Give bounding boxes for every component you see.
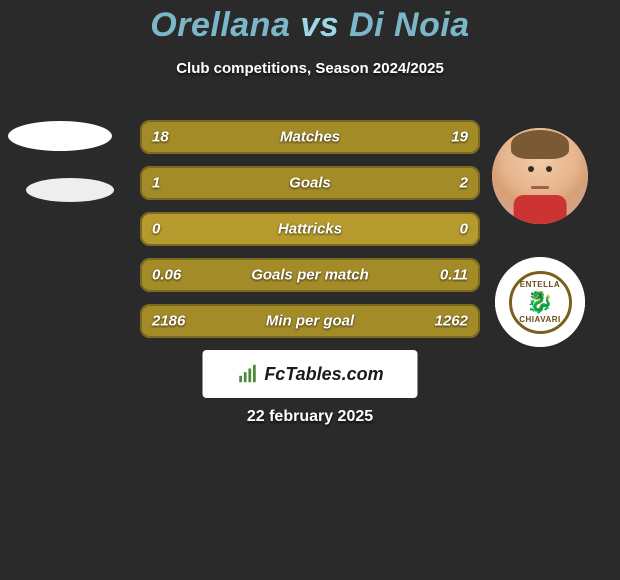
stat-label: Goals xyxy=(140,175,480,192)
stat-row: 00Hattricks xyxy=(140,212,480,246)
left-club-avatar-placeholder xyxy=(26,178,114,202)
branding-plate: FcTables.com xyxy=(203,350,418,398)
subtitle: Club competitions, Season 2024/2025 xyxy=(0,60,620,77)
title-player1: Orellana xyxy=(150,6,290,44)
comparison-bars: 1819Matches 12Goals 00Hattricks 0.060.11Goa… xyxy=(140,120,480,350)
right-club-badge: ENTELLA 🐉 CHIAVARI xyxy=(495,257,585,347)
title-vs: vs xyxy=(300,6,339,44)
stat-label: Hattricks xyxy=(140,221,480,238)
bars-chart-icon xyxy=(236,363,258,385)
badge-glyph-icon: 🐉 xyxy=(526,291,553,313)
right-player-avatar xyxy=(492,128,588,224)
stat-row: 12Goals xyxy=(140,166,480,200)
left-player-avatar-placeholder xyxy=(8,121,112,151)
stat-label: Min per goal xyxy=(140,313,480,330)
stat-row: 0.060.11Goals per match xyxy=(140,258,480,292)
stat-label: Goals per match xyxy=(140,267,480,284)
badge-text-top: ENTELLA xyxy=(520,280,560,289)
page-title: Orellana vs Di Noia xyxy=(0,6,620,45)
stat-row: 21861262Min per goal xyxy=(140,304,480,338)
club-badge-icon: ENTELLA 🐉 CHIAVARI xyxy=(495,257,585,347)
branding-text: FcTables.com xyxy=(264,364,383,385)
face-icon xyxy=(492,128,588,224)
date-text: 22 february 2025 xyxy=(0,408,620,426)
stat-label: Matches xyxy=(140,129,480,146)
comparison-infographic: Orellana vs Di Noia Club competitions, S… xyxy=(0,0,620,580)
stat-row: 1819Matches xyxy=(140,120,480,154)
badge-text-bottom: CHIAVARI xyxy=(519,315,560,324)
title-player2: Di Noia xyxy=(349,6,470,44)
